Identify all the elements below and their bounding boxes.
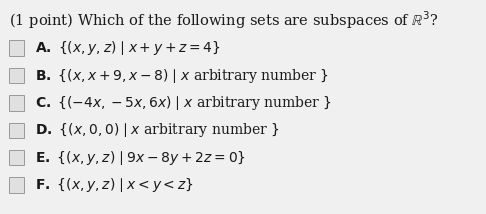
FancyBboxPatch shape [9, 123, 24, 138]
FancyBboxPatch shape [9, 40, 24, 56]
Text: $\mathbf{A.}$ $\{(x, y, z) \mid x + y + z = 4\}$: $\mathbf{A.}$ $\{(x, y, z) \mid x + y + … [35, 39, 221, 57]
Text: $\mathbf{D.}$ $\{(x, 0, 0) \mid x$ arbitrary number $\}$: $\mathbf{D.}$ $\{(x, 0, 0) \mid x$ arbit… [35, 121, 279, 139]
Text: (1 point) Which of the following sets are subspaces of $\mathbb{R}^3$?: (1 point) Which of the following sets ar… [9, 10, 439, 31]
Text: $\mathbf{E.}$ $\{(x, y, z) \mid 9x - 8y + 2z = 0\}$: $\mathbf{E.}$ $\{(x, y, z) \mid 9x - 8y … [35, 149, 246, 167]
Text: $\mathbf{F.}$ $\{(x, y, z) \mid x < y < z\}$: $\mathbf{F.}$ $\{(x, y, z) \mid x < y < … [35, 176, 194, 194]
FancyBboxPatch shape [9, 177, 24, 193]
Text: $\mathbf{C.}$ $\{(-4x, -5x, 6x) \mid x$ arbitrary number $\}$: $\mathbf{C.}$ $\{(-4x, -5x, 6x) \mid x$ … [35, 94, 332, 112]
FancyBboxPatch shape [9, 150, 24, 165]
FancyBboxPatch shape [9, 95, 24, 111]
Text: $\mathbf{B.}$ $\{(x, x + 9, x - 8) \mid x$ arbitrary number $\}$: $\mathbf{B.}$ $\{(x, x + 9, x - 8) \mid … [35, 67, 329, 85]
FancyBboxPatch shape [9, 68, 24, 83]
